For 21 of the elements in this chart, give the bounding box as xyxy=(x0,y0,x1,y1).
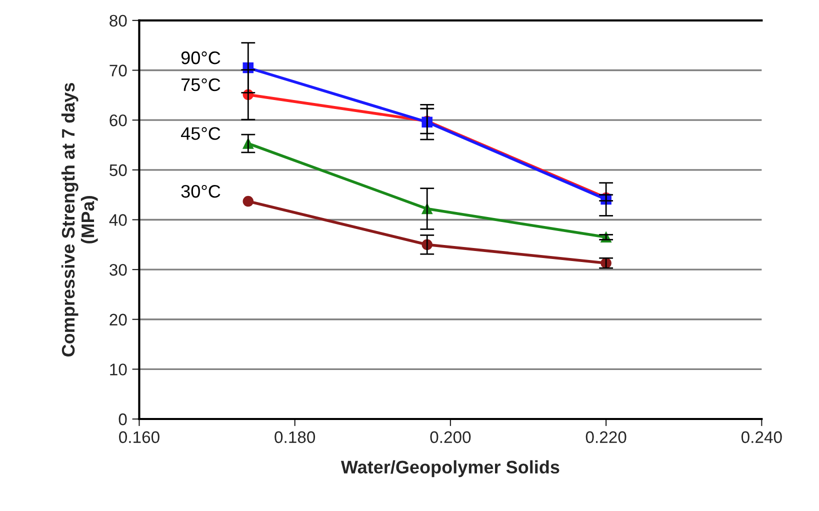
y-tick-label: 40 xyxy=(109,214,127,226)
y-axis-title: Compressive Strength at 7 days (MPa) xyxy=(61,82,98,356)
series-label: 75°C xyxy=(182,78,220,92)
y-tick-label: 0 xyxy=(118,413,127,426)
y-tick-label: 70 xyxy=(110,64,127,76)
series-label: 45°C xyxy=(181,127,220,140)
y-tick-label: 20 xyxy=(110,314,127,326)
x-axis-title: Water/Geopolymer Solids xyxy=(340,460,560,478)
y-tick-label: 30 xyxy=(110,264,127,276)
point xyxy=(242,196,254,207)
y-tick-label: 60 xyxy=(110,114,127,126)
series-label: 90°C xyxy=(181,51,220,64)
series-label: 30°C xyxy=(181,184,220,198)
x-tick-label: 0.240 xyxy=(741,431,782,444)
x-tick-label: 0.220 xyxy=(586,431,626,444)
y-tick-label: 80 xyxy=(110,14,127,27)
x-tick-label: 0.160 xyxy=(119,431,160,444)
x-tick-label: 0.180 xyxy=(274,431,316,444)
y-tick-label: 50 xyxy=(110,164,127,176)
y-tick-label: 10 xyxy=(110,364,127,376)
x-tick-label: 0.200 xyxy=(430,431,471,444)
